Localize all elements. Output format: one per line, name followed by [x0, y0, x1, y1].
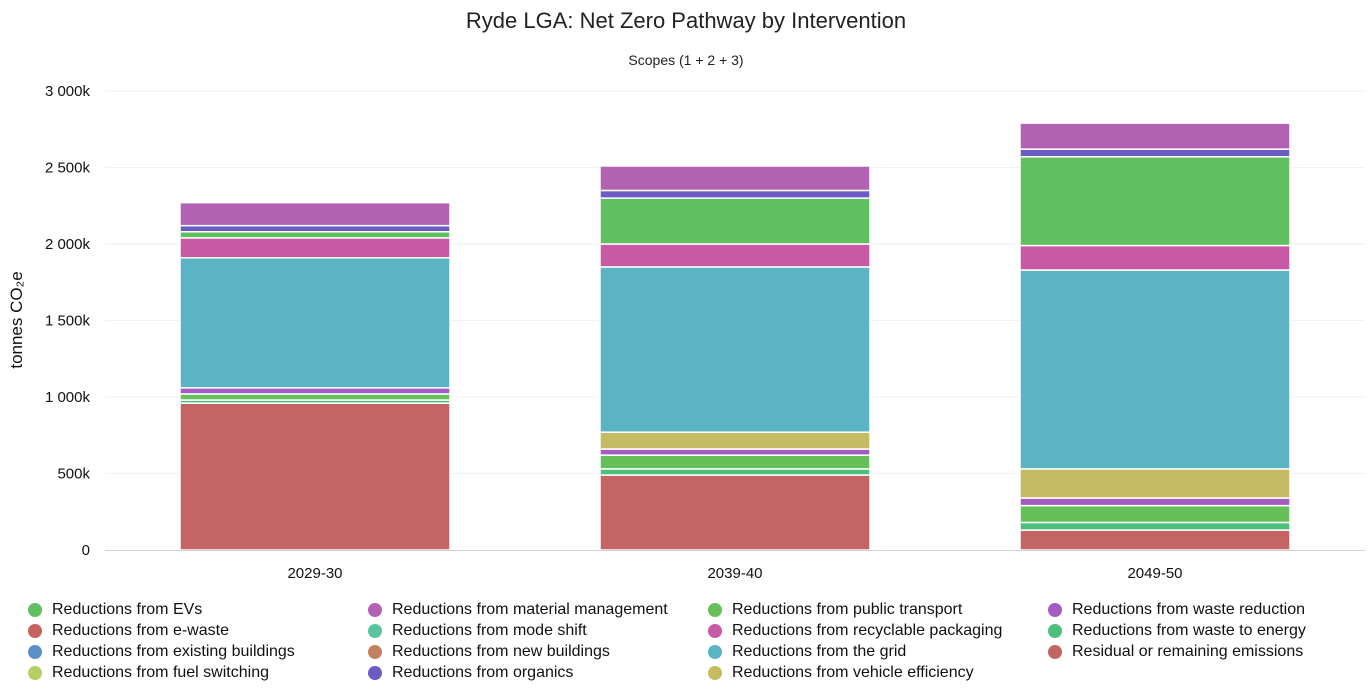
y-tick-label: 2 000k	[45, 236, 91, 253]
legend-item-reductions-from-existing-buildings[interactable]: Reductions from existing buildings	[28, 642, 295, 662]
bar-segment-reductions-from-organics[interactable]	[599, 189, 871, 199]
bar-segment-reductions-from-the-grid[interactable]	[599, 266, 871, 433]
legend-label: Reductions from public transport	[732, 601, 963, 618]
legend-label: Reductions from organics	[392, 664, 574, 681]
legend-item-reductions-from-fuel-switching[interactable]: Reductions from fuel switching	[28, 663, 269, 683]
bar-segment-reductions-from-evs[interactable]	[599, 197, 871, 245]
legend-item-reductions-from-public-transport[interactable]: Reductions from public transport	[708, 600, 962, 620]
legend-swatch	[708, 603, 722, 617]
legend-item-reductions-from-waste-reduction[interactable]: Reductions from waste reduction	[1048, 600, 1305, 620]
bar-segment-reductions-from-evs[interactable]	[179, 231, 451, 239]
legend-label: Reductions from vehicle efficiency	[732, 664, 974, 681]
legend-label: Reductions from waste to energy	[1072, 622, 1306, 639]
bar-segment-reductions-from-the-grid[interactable]	[1019, 269, 1291, 470]
legend-label: Reductions from material management	[392, 601, 668, 618]
bar-segment-reductions-from-evs[interactable]	[1019, 156, 1291, 247]
stacked-bar-chart: 0 500k 1 000k 1 500k 2 000k 2 500k 3 000k 2029…	[7, 83, 1365, 582]
legend-label: Reductions from mode shift	[392, 622, 587, 639]
y-tick-label: 0	[82, 542, 90, 559]
y-tick-label: 2 500k	[45, 160, 91, 177]
bar-segment-reductions-from-waste-to-energy[interactable]	[599, 468, 871, 476]
y-tick-label: 3 000k	[45, 83, 91, 100]
chart-legend: Reductions from EVs Reductions from e-was…	[28, 600, 1368, 690]
bar-segment-reductions-from-the-grid[interactable]	[179, 257, 451, 389]
bar-segment-reductions-from-vehicle-efficiency[interactable]	[1019, 468, 1291, 499]
y-axis-ticks: 0 500k 1 000k 1 500k 2 000k 2 500k 3 000k	[45, 83, 91, 559]
x-tick-label: 2039-40	[707, 565, 762, 582]
y-tick-label: 1 000k	[45, 389, 91, 406]
legend-item-reductions-from-recyclable-packaging[interactable]: Reductions from recyclable packaging	[708, 621, 1002, 641]
x-tick-label: 2029-30	[287, 565, 342, 582]
legend-swatch	[708, 645, 722, 659]
bar-segment-reductions-from-public-transport[interactable]	[1019, 504, 1291, 524]
legend-swatch	[1048, 645, 1062, 659]
bar-segment-reductions-from-organics[interactable]	[1019, 148, 1291, 158]
bar-segment-reductions-from-recyclable-packaging[interactable]	[599, 243, 871, 268]
legend-swatch	[368, 624, 382, 638]
y-axis-label: tonnes CO₂e	[7, 271, 26, 368]
legend-swatch	[28, 645, 42, 659]
legend-swatch	[28, 603, 42, 617]
legend-label: Reductions from waste reduction	[1072, 601, 1305, 618]
legend-item-reductions-from-waste-to-energy[interactable]: Reductions from waste to energy	[1048, 621, 1306, 641]
legend-item-residual-or-remaining-emissions[interactable]: Residual or remaining emissions	[1048, 642, 1303, 662]
legend-item-reductions-from-e-waste[interactable]: Reductions from e-waste	[28, 621, 229, 641]
bar-segment-reductions-from-public-transport[interactable]	[599, 454, 871, 470]
bar-stack-2039-40	[599, 165, 871, 551]
bar-segment-reductions-from-vehicle-efficiency[interactable]	[599, 431, 871, 450]
y-tick-label: 500k	[57, 466, 90, 483]
bar-stack-2049-50	[1019, 122, 1291, 551]
legend-item-reductions-from-material-management[interactable]: Reductions from material management	[368, 600, 668, 620]
bar-segment-reductions-from-waste-to-energy[interactable]	[1019, 521, 1291, 531]
legend-swatch	[368, 666, 382, 680]
legend-label: Reductions from recyclable packaging	[732, 622, 1003, 639]
legend-label: Reductions from new buildings	[392, 643, 610, 660]
x-axis-ticks: 2029-30 2039-40 2049-50	[287, 565, 1182, 582]
chart-title: Ryde LGA: Net Zero Pathway by Interventi…	[465, 8, 907, 33]
legend-label: Residual or remaining emissions	[1072, 643, 1304, 660]
bar-segment-reductions-from-material-management[interactable]	[179, 201, 451, 227]
legend-swatch	[1048, 603, 1062, 617]
legend-swatch	[368, 645, 382, 659]
legend-item-reductions-from-new-buildings[interactable]: Reductions from new buildings	[368, 642, 610, 662]
bar-segment-reductions-from-public-transport[interactable]	[179, 393, 451, 401]
bar-segment-reductions-from-recyclable-packaging[interactable]	[179, 237, 451, 259]
bar-segment-residual-or-remaining-emissions[interactable]	[179, 402, 451, 551]
chart-subtitle: Scopes (1 + 2 + 3)	[628, 52, 744, 68]
bar-segment-residual-or-remaining-emissions[interactable]	[1019, 529, 1291, 551]
bar-segment-reductions-from-recyclable-packaging[interactable]	[1019, 244, 1291, 271]
bar-segment-reductions-from-material-management[interactable]	[1019, 122, 1291, 150]
legend-swatch	[1048, 624, 1062, 638]
bar-segment-reductions-from-waste-reduction[interactable]	[1019, 497, 1291, 507]
legend-label: Reductions from EVs	[52, 601, 203, 618]
legend-label: Reductions from fuel switching	[52, 664, 269, 681]
legend-item-reductions-from-organics[interactable]: Reductions from organics	[368, 663, 573, 683]
bar-segment-reductions-from-material-management[interactable]	[599, 165, 871, 192]
bar-segment-reductions-from-waste-reduction[interactable]	[179, 387, 451, 395]
legend-label: Reductions from e-waste	[52, 622, 229, 639]
bar-stack-2029-30	[179, 201, 451, 551]
legend-swatch	[28, 666, 42, 680]
legend-swatch	[368, 603, 382, 617]
legend-item-reductions-from-the-grid[interactable]: Reductions from the grid	[708, 642, 906, 662]
legend-label: Reductions from the grid	[732, 643, 907, 660]
legend-item-reductions-from-mode-shift[interactable]: Reductions from mode shift	[368, 621, 587, 641]
bar-segment-reductions-from-waste-reduction[interactable]	[599, 448, 871, 456]
y-tick-label: 1 500k	[45, 313, 91, 330]
bars	[179, 122, 1291, 551]
legend-label: Reductions from existing buildings	[52, 643, 295, 660]
legend-swatch	[28, 624, 42, 638]
legend-item-reductions-from-vehicle-efficiency[interactable]: Reductions from vehicle efficiency	[708, 663, 974, 683]
legend-item-reductions-from-evs[interactable]: Reductions from EVs	[28, 600, 202, 620]
x-tick-label: 2049-50	[1127, 565, 1182, 582]
bar-segment-reductions-from-organics[interactable]	[179, 224, 451, 233]
legend-swatch	[708, 666, 722, 680]
legend-swatch	[708, 624, 722, 638]
bar-segment-residual-or-remaining-emissions[interactable]	[599, 474, 871, 551]
